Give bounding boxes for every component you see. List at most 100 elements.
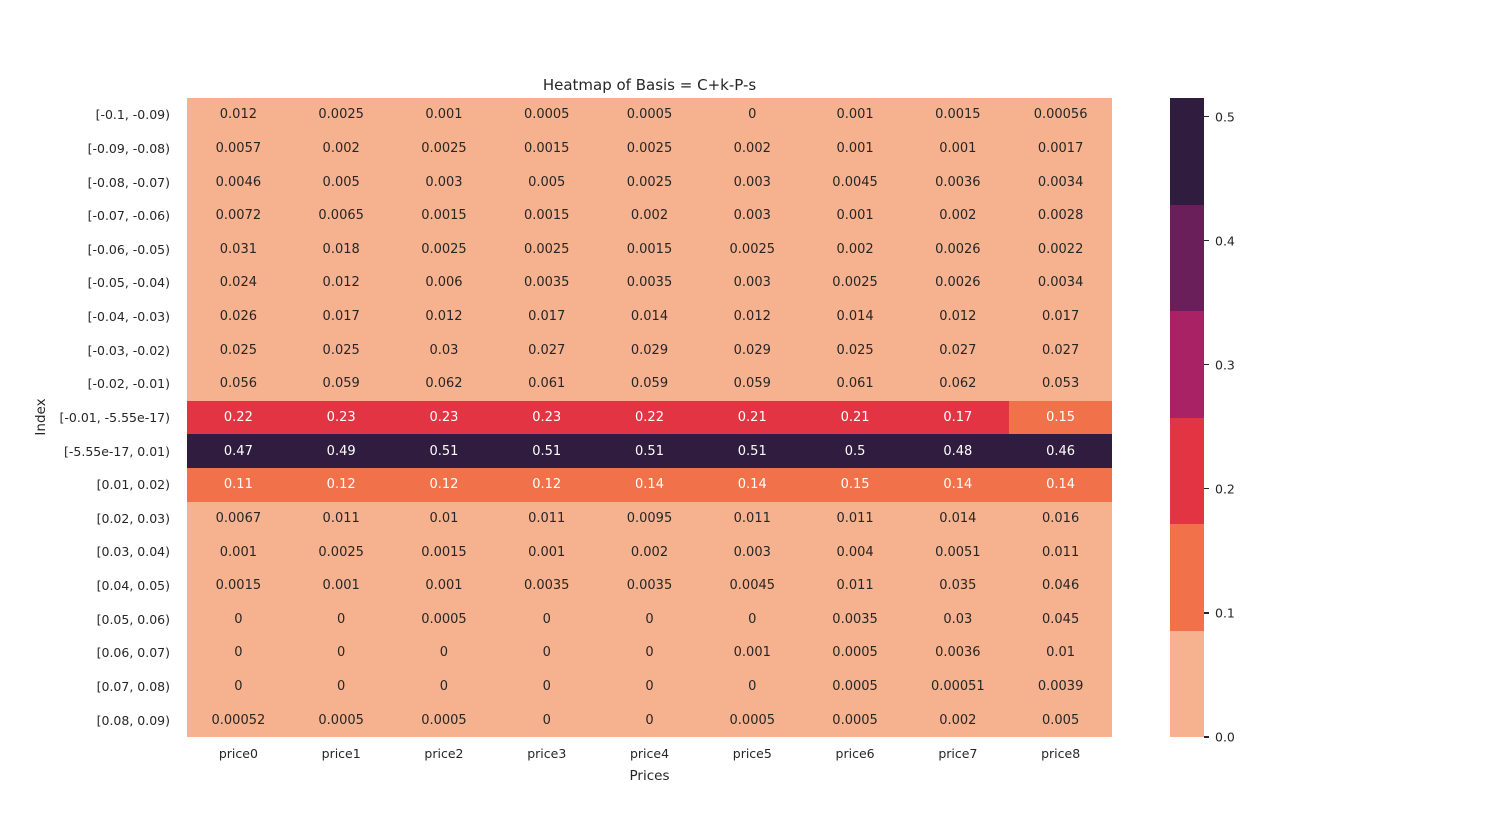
y-tick-label: [0.08, 0.09): [96, 712, 170, 728]
heatmap-cell: 0: [392, 669, 496, 704]
heatmap-cell: 0.053: [1009, 367, 1112, 401]
colorbar-tick-mark: [1204, 612, 1209, 614]
heatmap-cell: 0: [289, 636, 393, 670]
heatmap-cell: 0.15: [803, 467, 907, 502]
x-tick-label: price1: [321, 746, 361, 761]
heatmap-cell: 0.0072: [187, 198, 290, 233]
heatmap-cell: 0.0034: [1009, 165, 1112, 199]
y-tick-label: [0.06, 0.07): [96, 645, 170, 661]
heatmap-cell: 0.031: [187, 232, 290, 267]
heatmap-cell: 0.23: [392, 400, 496, 435]
heatmap-cell: 0.0065: [289, 198, 393, 233]
heatmap-cell: 0.51: [598, 434, 701, 468]
heatmap-cell: 0: [187, 636, 290, 670]
heatmap-cell: 0.23: [289, 400, 393, 435]
colorbar-ticks: 0.0 0.1 0.2 0.3 0.4 0.5: [1170, 98, 1235, 745]
x-tick-label: price6: [835, 746, 875, 761]
heatmap-cell: 0.056: [187, 367, 290, 401]
heatmap-cell: 0.0017: [1009, 131, 1112, 166]
heatmap-cell: 0.47: [187, 434, 290, 468]
heatmap-cell: 0.001: [187, 535, 290, 569]
heatmap-cell: 0.025: [187, 333, 290, 368]
heatmap-cell: 0.00051: [906, 669, 1010, 704]
y-tick-label: [-0.07, -0.06): [87, 208, 170, 224]
heatmap-cell: 0: [598, 703, 701, 737]
heatmap-grid: 0.012 0.0025 0.001 0.0005 0.0005 0 0.001 0.0015…: [187, 98, 1112, 737]
heatmap-cell: 0.005: [495, 165, 599, 199]
heatmap-cell: 0.011: [289, 501, 393, 536]
heatmap-cell: 0.01: [392, 501, 496, 536]
heatmap-cell: 0.002: [700, 131, 804, 166]
colorbar-tick-label: 0.3: [1215, 357, 1235, 373]
heatmap-cell: 0.00052: [187, 703, 290, 737]
heatmap-cell: 0.001: [803, 198, 907, 233]
heatmap-cell: 0.0005: [803, 636, 907, 670]
heatmap-cell: 0.006: [392, 266, 496, 300]
heatmap-cell: 0.51: [495, 434, 599, 468]
heatmap-cell: 0: [598, 669, 701, 704]
heatmap-cell: 0: [700, 98, 804, 132]
heatmap-cell: 0.011: [495, 501, 599, 536]
y-tick-label: [0.01, 0.02): [96, 477, 170, 493]
heatmap-cell: 0.51: [700, 434, 804, 468]
heatmap-cell: 0.0005: [700, 703, 804, 737]
heatmap-cell: 0.01: [1009, 636, 1112, 670]
heatmap-cell: 0.0015: [598, 232, 701, 267]
heatmap-cell: 0.016: [1009, 501, 1112, 536]
heatmap-cell: 0.23: [495, 400, 599, 435]
y-tick-label: [-5.55e-17, 0.01): [64, 443, 170, 459]
heatmap-cell: 0.059: [598, 367, 701, 401]
y-tick-label: [-0.03, -0.02): [87, 342, 170, 358]
heatmap-cell: 0.0025: [598, 165, 701, 199]
colorbar-tick-label: 0.1: [1215, 605, 1235, 621]
heatmap-cell: 0.0025: [803, 266, 907, 300]
heatmap-cell: 0.0015: [187, 568, 290, 603]
heatmap-cell: 0.0025: [598, 131, 701, 166]
colorbar-tick-label: 0.5: [1215, 109, 1235, 125]
heatmap-cell: 0.0015: [392, 535, 496, 569]
colorbar-tick-label: 0.4: [1215, 233, 1235, 249]
heatmap-cell: 0.5: [803, 434, 907, 468]
heatmap-cell: 0: [598, 636, 701, 670]
heatmap-cell: 0: [700, 669, 804, 704]
heatmap-cell: 0.025: [289, 333, 393, 368]
heatmap-cell: 0.003: [700, 535, 804, 569]
colorbar-gradient: [1170, 98, 1204, 737]
heatmap-cell: 0.0015: [392, 198, 496, 233]
heatmap-cell: 0.018: [289, 232, 393, 267]
heatmap-cell: 0.014: [598, 299, 701, 334]
heatmap-cell: 0.0025: [495, 232, 599, 267]
heatmap-cell: 0.002: [598, 535, 701, 569]
heatmap-cell: 0.0025: [289, 535, 393, 569]
heatmap-cell: 0.001: [803, 131, 907, 166]
x-tick-label: price4: [629, 746, 670, 761]
chart-title: Heatmap of Basis = C+k-P-s: [542, 76, 757, 94]
heatmap-cell: 0.001: [700, 636, 804, 670]
heatmap-cell: 0.005: [289, 165, 393, 199]
heatmap-cell: 0.0005: [495, 98, 599, 132]
heatmap-cell: 0.21: [700, 400, 804, 435]
heatmap-cell: 0.0005: [289, 703, 393, 737]
heatmap-cell: 0.003: [392, 165, 496, 199]
x-tick-label: price5: [732, 746, 772, 761]
heatmap-cell: 0.005: [1009, 703, 1112, 737]
heatmap-cell: 0.00056: [1009, 98, 1112, 132]
y-tick-label: [-0.05, -0.04): [87, 275, 170, 291]
heatmap-cell: 0: [495, 602, 599, 637]
heatmap-cell: 0.0025: [392, 131, 496, 166]
heatmap-cell: 0.061: [803, 367, 907, 401]
heatmap-cell: 0.14: [598, 467, 701, 502]
heatmap-cell: 0.017: [495, 299, 599, 334]
heatmap-cell: 0.0035: [495, 266, 599, 300]
y-tick-label: [-0.01, -5.55e-17): [59, 409, 171, 425]
heatmap-cell: 0.027: [1009, 333, 1112, 368]
heatmap-cell: 0.0035: [803, 602, 907, 637]
colorbar-tick-label: 0.0: [1215, 729, 1235, 745]
heatmap-cell: 0.0045: [700, 568, 804, 603]
heatmap-cell: 0: [187, 602, 290, 637]
heatmap-cell: 0.0005: [392, 703, 496, 737]
heatmap-cell: 0.014: [906, 501, 1010, 536]
heatmap-cell: 0.027: [906, 333, 1010, 368]
heatmap-cell: 0.0035: [495, 568, 599, 603]
heatmap-cell: 0.03: [392, 333, 496, 368]
